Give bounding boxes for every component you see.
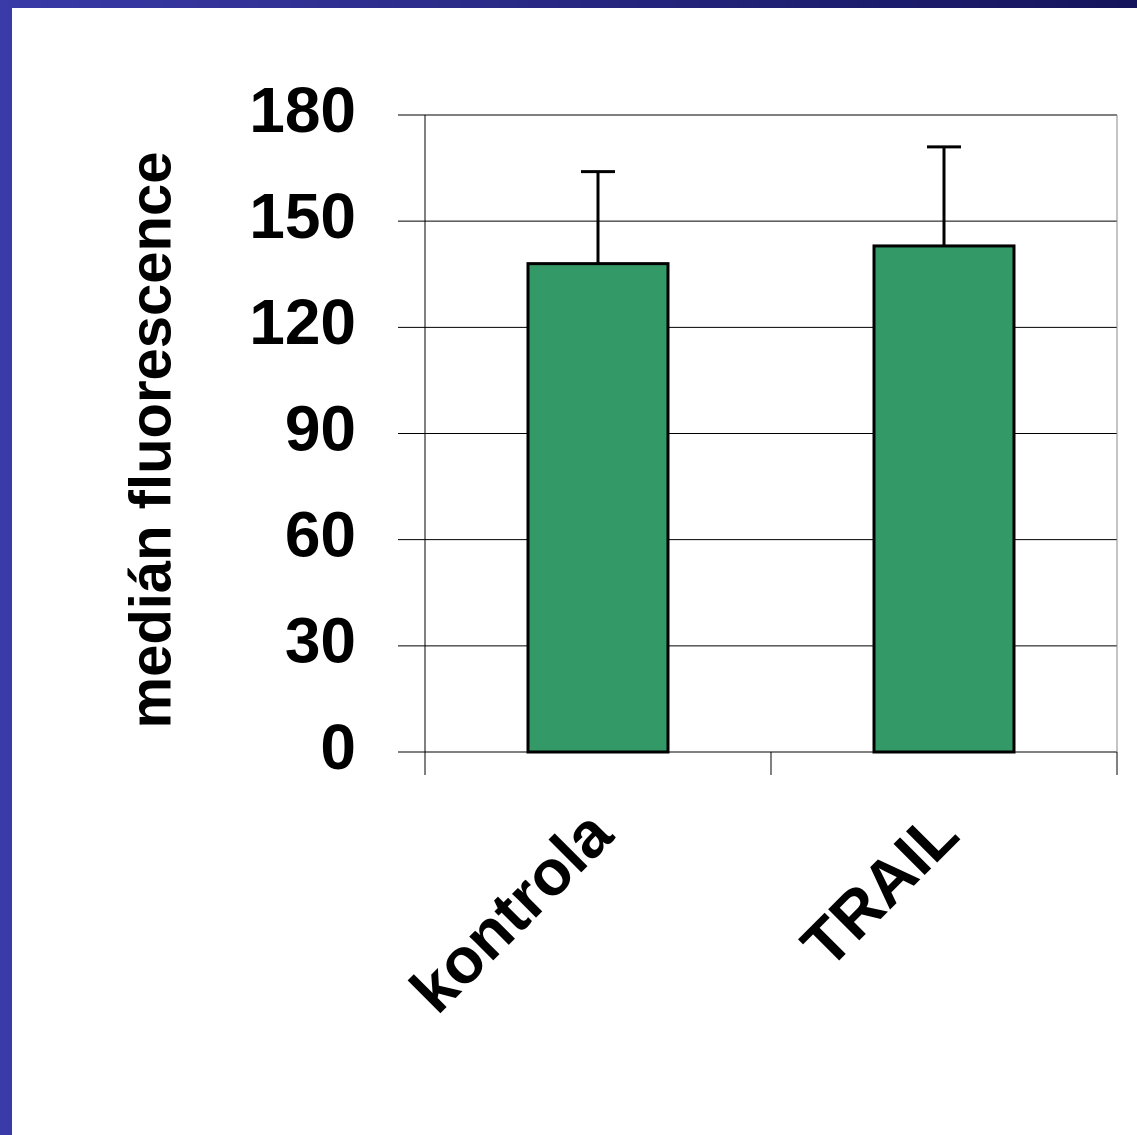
error-bar [581, 170, 615, 264]
y-tick-label: 60 [285, 499, 356, 571]
y-tick-label: 180 [249, 74, 356, 146]
error-bar [927, 145, 961, 246]
y-tick-label: 0 [320, 711, 356, 783]
y-axis-title: medián fluorescence [118, 152, 183, 729]
y-tick-label: 30 [285, 605, 356, 677]
bar [872, 244, 1016, 754]
y-tick-label: 90 [285, 392, 356, 464]
y-tick-label: 120 [249, 286, 356, 358]
y-tick-label: 150 [249, 180, 356, 252]
bar [526, 262, 670, 754]
